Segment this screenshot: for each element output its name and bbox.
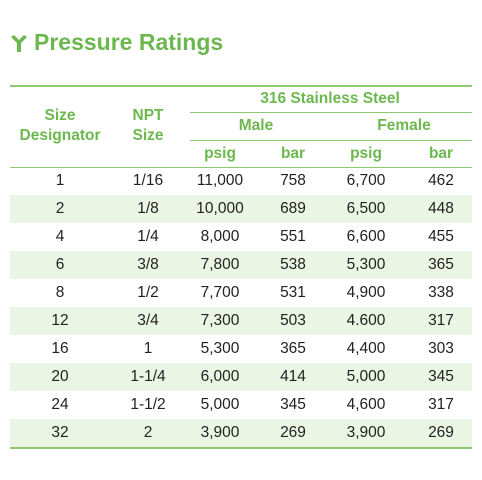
header-cell: Size Designator [19, 107, 101, 144]
title: Pressure Ratings [34, 29, 224, 55]
table-cell: 4.600 [346, 312, 386, 329]
row-band [10, 419, 472, 447]
table-cell: 6,500 [346, 200, 386, 217]
table-cell: 414 [280, 368, 306, 385]
table-cell: 32 [51, 424, 69, 441]
table-cell: 16 [51, 340, 69, 357]
row-band [10, 195, 472, 223]
table-cell: 1/2 [137, 284, 159, 301]
header-cell: psig [350, 145, 382, 162]
table-cell: 345 [428, 368, 454, 385]
table-cell: 8,000 [200, 228, 240, 245]
table-cell: 4,900 [346, 284, 386, 301]
table-cell: 345 [280, 396, 306, 413]
header-cell: bar [428, 145, 454, 162]
table-cell: 7,300 [200, 312, 240, 329]
row-band [10, 363, 472, 391]
table-cell: 317 [428, 312, 454, 329]
table-cell: 6,000 [200, 368, 240, 385]
table-cell: 10,000 [196, 200, 244, 217]
table-cell: 5,300 [346, 256, 386, 273]
table-cell: 269 [280, 424, 306, 441]
table-cell: 6,700 [346, 172, 386, 189]
table-cell: 7,700 [200, 284, 240, 301]
table-cell: 303 [428, 340, 454, 357]
table-cell: 448 [428, 200, 454, 217]
table-cell: 462 [428, 172, 454, 189]
table-cell: 365 [428, 256, 454, 273]
table-cell: 365 [280, 340, 306, 357]
table-cell: 3,900 [346, 424, 386, 441]
table-cell: 269 [428, 424, 454, 441]
table-cell: 1/4 [137, 228, 159, 245]
table-cell: 12 [51, 312, 69, 329]
title-icon [11, 35, 27, 52]
table-cell: 20 [51, 368, 69, 385]
table-cell: 1-1/2 [130, 396, 166, 413]
table-cell: 4,400 [346, 340, 386, 357]
rule [190, 112, 472, 113]
table-cell: 1 [143, 340, 153, 357]
table-cell: 503 [280, 312, 306, 329]
table-cell: 8 [55, 284, 65, 301]
table-cell: 6,600 [346, 228, 386, 245]
rule [10, 85, 472, 87]
table-cell: 455 [428, 228, 454, 245]
table-cell: 11,000 [196, 172, 244, 189]
rule [10, 167, 472, 168]
header-cell: 316 Stainless Steel [260, 90, 400, 107]
table-cell: 7,800 [200, 256, 240, 273]
table-cell: 689 [280, 200, 306, 217]
table-cell: 5,000 [346, 368, 386, 385]
table-cell: 5,300 [200, 340, 240, 357]
table-cell: 4,600 [346, 396, 386, 413]
table-cell: 317 [428, 396, 454, 413]
header-cell: bar [280, 145, 306, 162]
table-cell: 3/4 [137, 312, 159, 329]
table-cell: 531 [280, 284, 306, 301]
table-cell: 551 [280, 228, 306, 245]
header-cell: NPT Size [132, 107, 164, 144]
table-cell: 758 [280, 172, 306, 189]
table-cell: 3,900 [200, 424, 240, 441]
table-cell: 538 [280, 256, 306, 273]
table-cell: 24 [51, 396, 69, 413]
table-cell: 338 [428, 284, 454, 301]
row-band [10, 251, 472, 279]
table-cell: 4 [55, 228, 65, 245]
rule [10, 447, 472, 449]
table-cell: 1/16 [132, 172, 164, 189]
table-cell: 1-1/4 [130, 368, 166, 385]
table-cell: 6 [55, 256, 65, 273]
table-cell: 1 [55, 172, 65, 189]
table-cell: 5,000 [200, 396, 240, 413]
table-cell: 2 [143, 424, 153, 441]
header-cell: psig [204, 145, 236, 162]
rule [190, 140, 472, 141]
header-cell: Female [377, 117, 431, 134]
table-cell: 1/8 [137, 200, 159, 217]
table-cell: 3/8 [137, 256, 159, 273]
table-cell: 2 [55, 200, 65, 217]
row-band [10, 307, 472, 335]
header-cell: Male [238, 117, 274, 134]
